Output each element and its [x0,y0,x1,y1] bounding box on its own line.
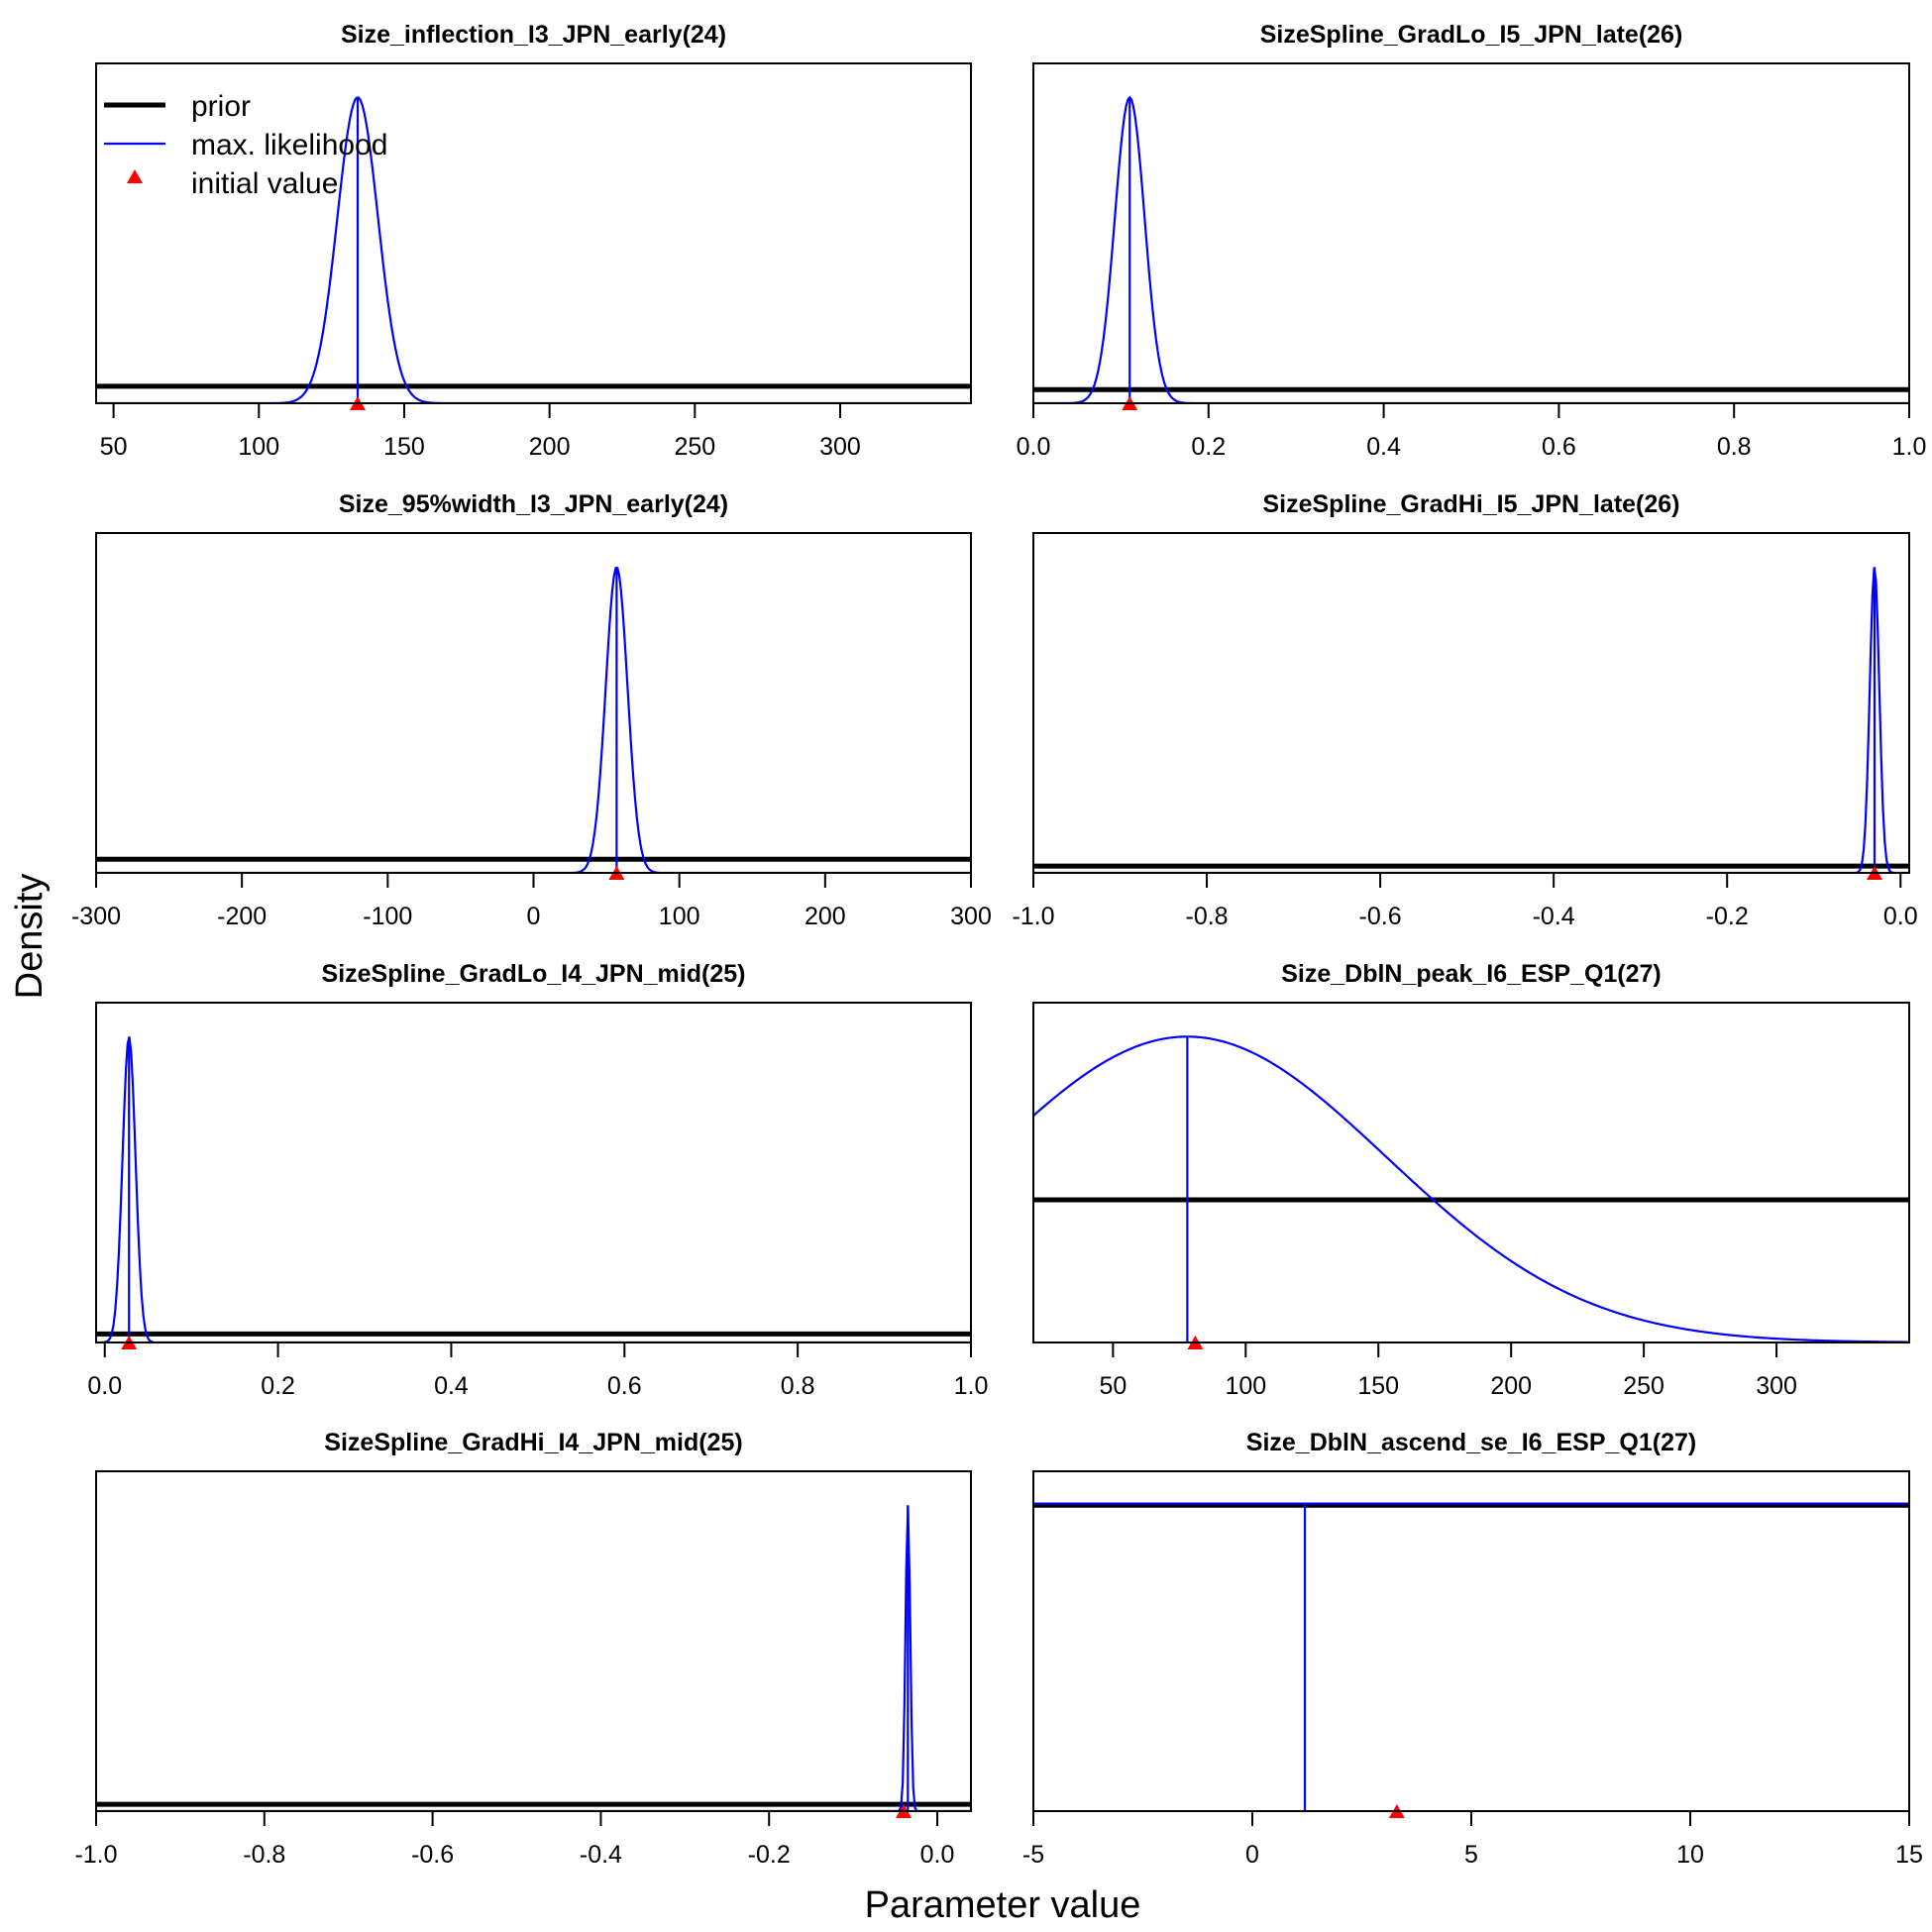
max-likelihood-curve [1033,1035,1909,1342]
panel-title: Size_95%width_I3_JPN_early(24) [339,490,728,518]
x-tick-label: 0.4 [1366,433,1401,461]
x-axis: -5 0 5 10 15 [1022,1810,1923,1869]
panel-title: Size_DblN_peak_I6_ESP_Q1(27) [1281,960,1662,988]
x-axis: 50 100 150 200 250 300 [100,402,861,461]
x-tick-label: 0.4 [434,1372,469,1400]
legend-swatch [127,169,143,183]
panel-3: Size_95%width_I3_JPN_early(24) -300 -200 -1… [71,490,992,930]
x-tick-label: 0.0 [87,1372,122,1400]
x-tick-label: 0.8 [781,1372,815,1400]
x-tick-label: 15 [1895,1841,1923,1869]
x-tick-label: -100 [363,903,412,930]
x-tick-label: 50 [100,433,128,461]
x-tick-label: 0.6 [607,1372,642,1400]
panel-title: SizeSpline_GradLo_I5_JPN_late(26) [1260,21,1683,49]
panel-4: SizeSpline_GradHi_I5_JPN_late(26) -1.0 -0.… [1012,490,1917,930]
x-tick-label: -0.6 [411,1841,454,1869]
x-tick-label: 250 [1623,1372,1664,1400]
x-tick-label: 0.0 [1017,433,1051,461]
panel-1: Size_inflection_I3_JPN_early(24) 50 100 150… [95,21,972,461]
x-tick-label: -0.4 [1533,903,1575,930]
x-tick-label: 0.2 [1191,433,1226,461]
x-tick-label: -200 [217,903,267,930]
legend: prior max. likelihood initial value [104,90,387,200]
max-likelihood-curve [1033,95,1909,403]
x-tick-label: 10 [1676,1841,1704,1869]
panel-5: SizeSpline_GradLo_I4_JPN_mid(25)0.0 0.2 0.… [87,960,988,1400]
panel-title: Size_DblN_ascend_se_I6_ESP_Q1(27) [1246,1429,1696,1456]
panel-6: Size_DblN_peak_I6_ESP_Q1(27) 50 100 150 200 2… [1032,960,1910,1400]
x-tick-label: 0 [1245,1841,1259,1869]
legend-item: initial value [127,167,338,200]
max-likelihood-curve [1033,567,1909,873]
panel-8: Size_DblN_ascend_se_I6_ESP_Q1(27) -5 0 5 10 1… [1022,1429,1923,1869]
panel-title: Size_inflection_I3_JPN_early(24) [341,21,726,49]
x-tick-label: 200 [1490,1372,1532,1400]
panel-7: SizeSpline_GradHi_I4_JPN_mid(25) -1.0 -0.8… [74,1429,972,1869]
x-tick-label: -0.6 [1359,903,1402,930]
x-tick-label: -0.8 [243,1841,285,1869]
x-tick-label: -0.2 [1706,903,1749,930]
x-tick-label: 150 [1357,1372,1399,1400]
x-tick-label: -0.8 [1186,903,1229,930]
x-tick-label: 1.0 [1892,433,1927,461]
x-tick-label: 0.6 [1542,433,1576,461]
x-tick-label: 0.0 [920,1841,955,1869]
x-axis: 50 100 150 200 250 300 [1099,1342,1797,1400]
x-tick-label: 100 [1225,1372,1266,1400]
x-tick-label: 100 [659,903,700,930]
x-tick-label: 250 [674,433,715,461]
x-tick-label: 200 [529,433,571,461]
x-tick-label: 300 [950,903,992,930]
max-likelihood-curve [96,1036,971,1342]
plot-frame [1032,62,1910,404]
x-tick-label: -300 [71,903,121,930]
plot-frame [95,1002,972,1343]
x-tick-label: -1.0 [1012,903,1054,930]
x-tick-label: -0.4 [580,1841,622,1869]
x-axis: 0.0 0.2 0.4 0.6 0.8 1.0 [1017,402,1927,461]
x-axis: -1.0 -0.8 -0.6 -0.4 -0.2 0.0 [74,1810,955,1869]
x-tick-label: 100 [238,433,279,461]
plot-frame [1032,532,1910,874]
legend-label: prior [191,90,251,123]
x-axis: -1.0 -0.8 -0.6 -0.4 -0.2 0.0 [1012,872,1918,930]
x-axis: -300 -200 -100 0 100 200 300 [71,872,992,930]
x-tick-label: -5 [1022,1841,1044,1869]
plot-frame [95,1470,972,1812]
x-tick-label: 200 [805,903,846,930]
legend-label: max. likelihood [191,129,387,161]
legend-label: initial value [191,167,338,200]
x-tick-label: 300 [1756,1372,1797,1400]
x-tick-label: 0.8 [1717,433,1752,461]
y-axis-label: Density [9,874,51,1000]
max-likelihood-curve [96,567,971,873]
x-tick-label: 0.0 [1883,903,1918,930]
x-tick-label: 1.0 [954,1372,989,1400]
panel-title: SizeSpline_GradLo_I4_JPN_mid(25) [322,960,746,988]
x-tick-label: 0 [527,903,541,930]
x-tick-label: 300 [819,433,861,461]
plot-frame [1032,1002,1910,1343]
x-tick-label: -0.2 [748,1841,791,1869]
panel-2: SizeSpline_GradLo_I5_JPN_late(26)0.0 0.2 0… [1017,21,1927,461]
x-tick-label: 150 [383,433,425,461]
max-likelihood-curve [96,1505,971,1811]
plot-frame [95,532,972,874]
plot-frame [1032,1470,1910,1812]
panels: Size_inflection_I3_JPN_early(24)50 100 150… [71,21,1926,1869]
x-tick-label: 5 [1464,1841,1478,1869]
x-tick-label: 0.2 [261,1372,295,1400]
panel-title: SizeSpline_GradHi_I5_JPN_late(26) [1262,490,1679,518]
x-tick-label: -1.0 [74,1841,117,1869]
x-axis-label: Parameter value [865,1884,1141,1926]
x-tick-label: 50 [1099,1372,1127,1400]
legend-item: prior [104,90,251,123]
panel-title: SizeSpline_GradHi_I4_JPN_mid(25) [324,1429,742,1456]
legend-item: max. likelihood [104,129,387,161]
x-axis: 0.0 0.2 0.4 0.6 0.8 1.0 [87,1342,988,1400]
